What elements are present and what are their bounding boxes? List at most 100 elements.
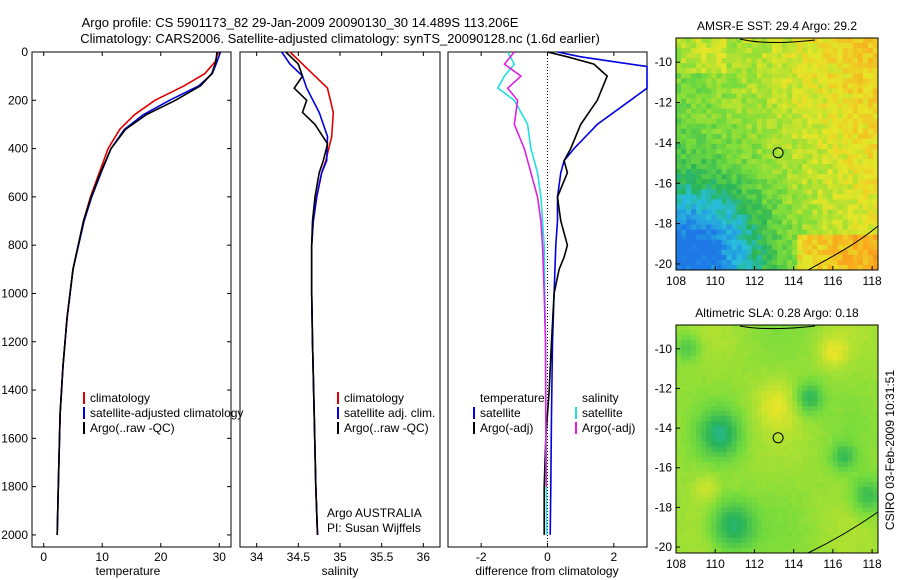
heatmap-cell — [681, 507, 687, 513]
heatmap-cell — [837, 441, 844, 447]
heatmap-cell — [746, 487, 753, 493]
heatmap-cell — [676, 547, 682, 554]
heatmap-cell — [711, 189, 717, 195]
heatmap-cell — [857, 48, 864, 54]
heatmap-cell — [746, 123, 753, 130]
heatmap-cell — [696, 138, 702, 145]
heatmap-cell — [792, 108, 798, 115]
heatmap-cell — [706, 487, 712, 493]
heatmap-cell — [761, 93, 768, 99]
heatmap-cell — [842, 416, 849, 422]
heatmap-cell — [731, 471, 737, 478]
heatmap-cell — [691, 83, 697, 89]
heatmap-cell — [771, 259, 778, 266]
heatmap-cell — [766, 411, 773, 417]
heatmap-cell — [741, 355, 748, 361]
heatmap-cell — [797, 542, 803, 549]
heatmap-cell — [736, 93, 743, 99]
heatmap-cell — [872, 446, 879, 453]
heatmap-cell — [797, 527, 803, 534]
heatmap-cell — [691, 123, 697, 130]
heatmap-cell — [771, 492, 778, 498]
heatmap-cell — [867, 395, 874, 402]
heatmap-cell — [761, 466, 768, 473]
heatmap-cell — [837, 365, 844, 371]
heatmap-cell — [872, 466, 879, 473]
heatmap-cell — [797, 446, 803, 453]
heatmap-cell — [822, 446, 828, 453]
heatmap-cell — [701, 537, 707, 544]
heatmap-cell — [696, 471, 702, 478]
heatmap-cell — [812, 154, 818, 160]
heatmap-cell — [857, 98, 864, 104]
heatmap-cell — [782, 421, 788, 427]
heatmap-cell — [812, 194, 818, 200]
heatmap-cell — [812, 330, 818, 336]
heatmap-cell — [771, 461, 778, 468]
heatmap-cell — [827, 239, 833, 246]
heatmap-cell — [812, 264, 818, 271]
heatmap-cell — [862, 502, 869, 508]
heatmap-cell — [731, 477, 737, 483]
heatmap-cell — [691, 441, 697, 447]
heatmap-cell — [706, 199, 712, 205]
heatmap-cell — [827, 68, 833, 74]
heatmap-cell — [751, 395, 758, 402]
heatmap-cell — [766, 335, 773, 341]
heatmap-cell — [756, 53, 763, 59]
heatmap-cell — [797, 375, 803, 382]
heatmap-cell — [837, 58, 844, 64]
heatmap-cell — [852, 174, 859, 180]
heatmap-cell — [802, 154, 808, 160]
heatmap-cell — [701, 360, 707, 366]
heatmap-cell — [741, 497, 748, 503]
heatmap-cell — [746, 330, 753, 336]
heatmap-cell — [721, 370, 727, 377]
heatmap-cell — [792, 492, 798, 498]
heatmap-cell — [751, 63, 758, 69]
heatmap-cell — [746, 350, 753, 356]
heatmap-cell — [676, 53, 682, 59]
heatmap-cell — [676, 63, 682, 69]
heatmap-cell — [792, 365, 798, 371]
heatmap-cell — [842, 537, 849, 544]
heatmap-cell — [686, 214, 692, 220]
heatmap-cell — [706, 184, 712, 190]
heatmap-cell — [782, 350, 788, 356]
heatmap-cell — [787, 537, 793, 544]
heatmap-cell — [721, 239, 727, 246]
heatmap-cell — [736, 254, 743, 261]
heatmap-cell — [802, 471, 808, 478]
heatmap-cell — [782, 466, 788, 473]
heatmap-cell — [736, 537, 743, 544]
heatmap-cell — [731, 154, 737, 160]
heatmap-cell — [766, 199, 773, 205]
heatmap-cell — [857, 416, 864, 422]
heatmap-cell — [862, 451, 869, 458]
heatmap-cell — [721, 53, 727, 59]
heatmap-cell — [812, 133, 818, 140]
heatmap-cell — [812, 98, 818, 104]
heatmap-cell — [771, 184, 778, 190]
heatmap-cell — [736, 58, 743, 64]
heatmap-cell — [852, 169, 859, 175]
heatmap-cell — [711, 179, 717, 185]
heatmap-cell — [696, 73, 702, 79]
heatmap-cell — [716, 401, 722, 407]
heatmap-cell — [792, 214, 798, 220]
heatmap-cell — [787, 53, 793, 59]
heatmap-cell — [751, 426, 758, 432]
heatmap-cell — [686, 58, 692, 64]
heatmap-cell — [701, 143, 707, 150]
heatmap-cell — [782, 83, 788, 89]
heatmap-cell — [766, 537, 773, 544]
heatmap-cell — [812, 446, 818, 453]
heatmap-cell — [802, 73, 808, 79]
heatmap-cell — [837, 375, 844, 382]
heatmap-cell — [837, 123, 844, 130]
heatmap-cell — [857, 355, 864, 361]
heatmap-cell — [787, 411, 793, 417]
heatmap-cell — [706, 159, 712, 165]
heatmap-cell — [751, 507, 758, 513]
heatmap-cell — [777, 133, 783, 140]
